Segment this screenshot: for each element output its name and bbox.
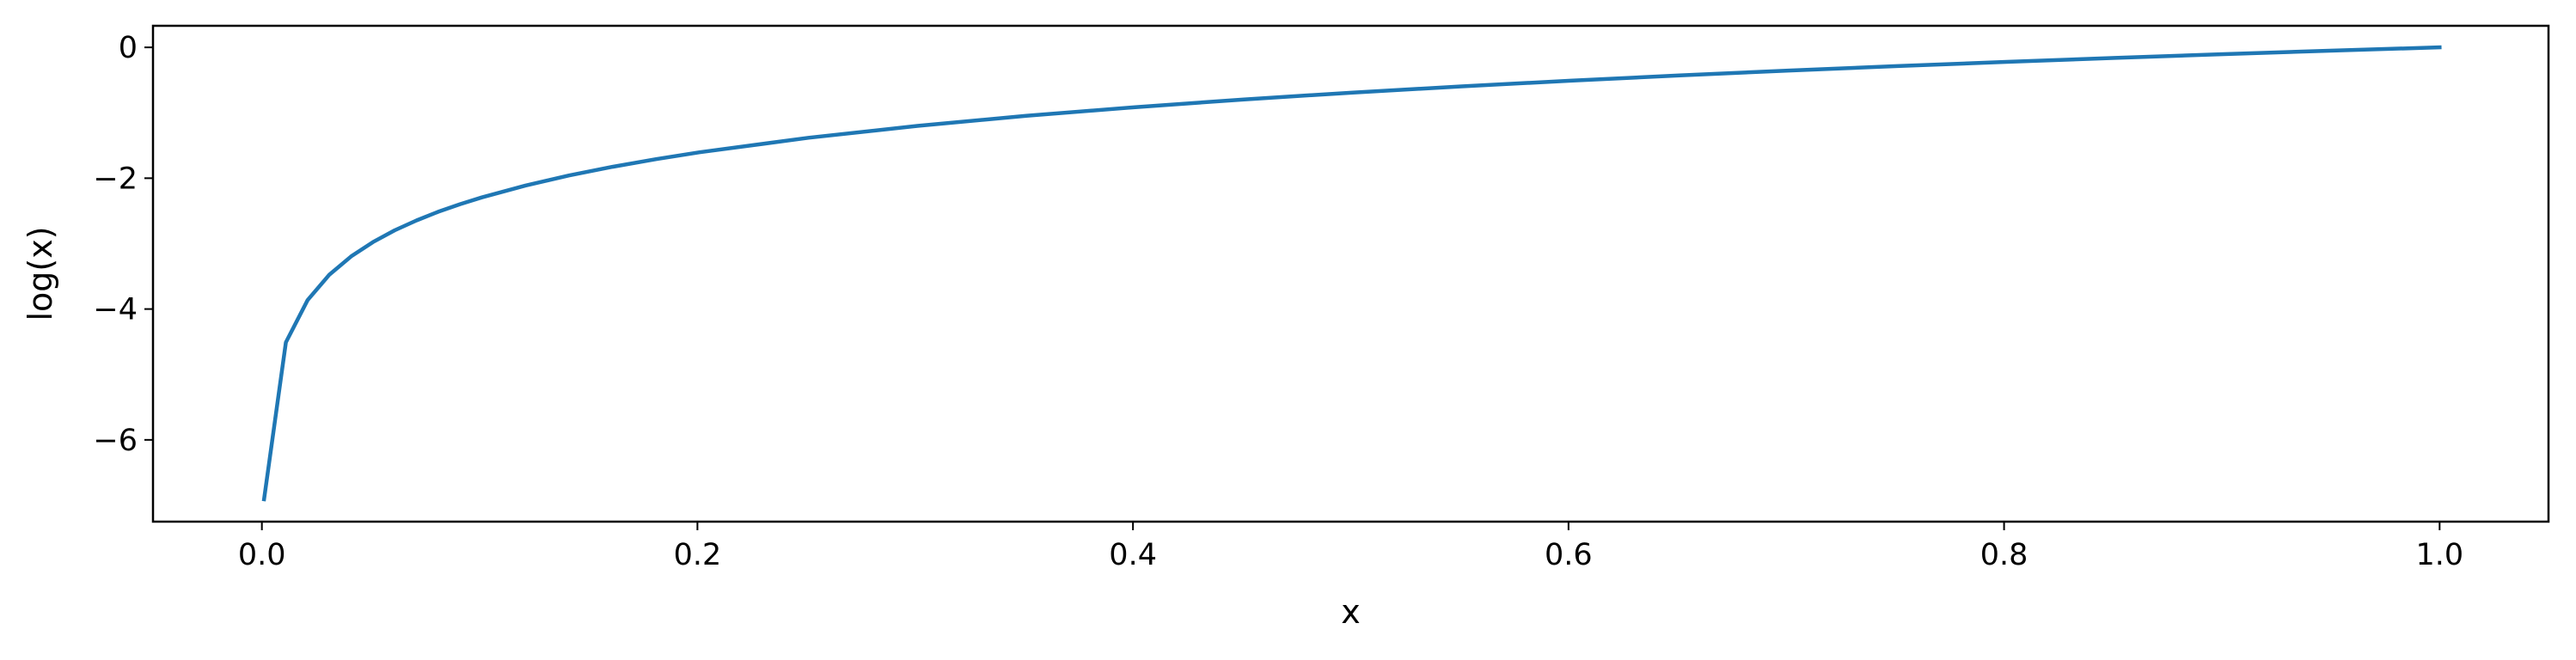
y-tick-label: −2 bbox=[93, 162, 138, 196]
x-tick-label: 0.8 bbox=[1980, 538, 2028, 572]
y-tick-label: −6 bbox=[93, 424, 138, 458]
x-axis-ticks: 0.0 0.2 0.4 0.6 0.8 1.0 bbox=[238, 522, 2463, 572]
y-tick-label: −4 bbox=[93, 293, 138, 327]
series-layer bbox=[261, 45, 2442, 502]
series-line-0 bbox=[261, 45, 2442, 502]
x-axis-label: x bbox=[1341, 593, 1361, 631]
x-tick-label: 0.6 bbox=[1545, 538, 1593, 572]
x-tick-label: 1.0 bbox=[2415, 538, 2463, 572]
y-axis-label: log(x) bbox=[21, 226, 59, 321]
x-tick-label: 0.0 bbox=[238, 538, 286, 572]
y-tick-label: 0 bbox=[119, 31, 138, 65]
plot-frame bbox=[151, 24, 2550, 523]
y-axis-ticks: 0 −2 −4 −6 bbox=[93, 31, 153, 458]
x-tick-label: 0.2 bbox=[674, 538, 722, 572]
x-tick-label: 0.4 bbox=[1109, 538, 1157, 572]
